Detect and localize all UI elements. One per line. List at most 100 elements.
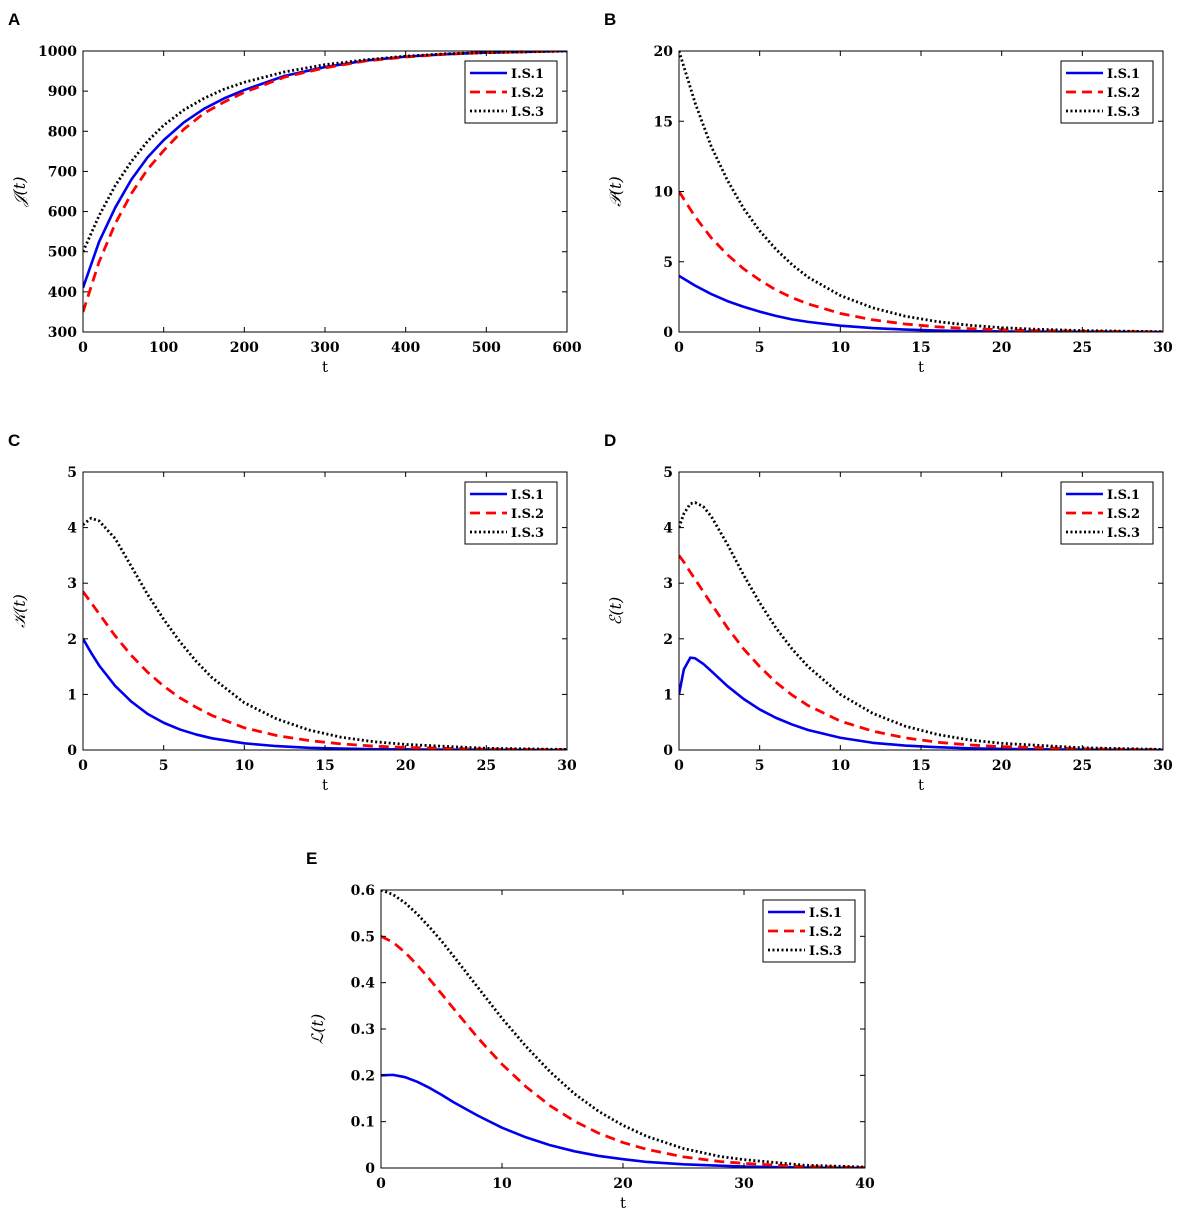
series-line-is2	[381, 935, 865, 1168]
y-tick-label: 300	[48, 325, 77, 341]
y-tick-label: 2	[67, 632, 77, 648]
x-tick-label: 10	[235, 758, 255, 774]
x-tick-label: 5	[159, 758, 169, 774]
x-tick-label: 10	[831, 340, 851, 356]
panel-e: E0 10 20 30 4000.10.20.30.40.50.6tℒ(t)I.S.1I…	[306, 849, 875, 1212]
y-tick-label: 1	[663, 687, 673, 703]
panel-letter: D	[604, 431, 616, 450]
legend: I.S.1 I.S.2 I.S.3	[762, 899, 856, 963]
y-tick-label: 500	[48, 245, 77, 261]
legend-label: I.S.3	[809, 944, 842, 959]
y-tick-label: 3	[67, 576, 77, 592]
y-tick-label: 0.5	[351, 929, 375, 945]
x-tick-label: 25	[1073, 340, 1092, 356]
y-tick-label: 400	[48, 285, 77, 301]
series-line-is1	[381, 1073, 865, 1168]
y-tick-label: 0	[663, 743, 673, 759]
legend-box	[1060, 60, 1154, 124]
x-tick-label: 30	[1153, 758, 1173, 774]
x-tick-label: 400	[391, 340, 420, 356]
x-axis-label: t	[918, 776, 924, 794]
x-tick-label: 20	[396, 758, 416, 774]
x-tick-label: 0	[78, 340, 88, 356]
x-tick-label: 20	[613, 1176, 633, 1192]
y-tick-label: 1	[67, 687, 77, 703]
legend-label: I.S.1	[1107, 67, 1140, 82]
legend-label: I.S.2	[511, 86, 544, 101]
panel-letter: A	[8, 10, 20, 29]
x-tick-label: 10	[492, 1176, 512, 1192]
panel-b: B0 5 10 15 20 25 3005101520t𝒫(t)I.S.1I.S.2I.S.…	[604, 10, 1173, 376]
x-axis-label: t	[918, 358, 924, 376]
x-axis-label: t	[322, 358, 328, 376]
x-tick-label: 5	[755, 758, 765, 774]
legend-label: I.S.3	[1107, 526, 1140, 541]
series-line-is3	[679, 51, 1163, 332]
y-tick-label: 5	[67, 465, 77, 481]
x-tick-label: 30	[734, 1176, 754, 1192]
legend-label: I.S.2	[809, 925, 842, 940]
x-tick-label: 15	[911, 340, 930, 356]
series-line-is1	[679, 656, 1163, 750]
panel-letter: E	[306, 849, 317, 868]
legend-box	[464, 481, 558, 545]
x-tick-label: 40	[855, 1176, 875, 1192]
panel-c: C 0 5 10 15 20 25 30 0 1 2 3 4 5 t 𝒦(t) I.S.1 I.S.2 I.S.3	[8, 431, 577, 794]
series-line-is3	[679, 501, 1163, 750]
y-axis-label: ℰ(t)	[606, 597, 625, 626]
series-line-is1	[83, 638, 567, 750]
panel-d: D 0 5 10 15 20 25 30 0 1 2 3 4 5 t ℰ(t) I.S.1 I.S.2 I.S.3	[604, 431, 1173, 794]
x-tick-label: 10	[831, 758, 851, 774]
y-tick-label: 0.1	[351, 1115, 375, 1131]
y-tick-label: 4	[67, 521, 77, 537]
legend-label: I.S.2	[1107, 507, 1140, 522]
x-tick-label: 25	[1073, 758, 1092, 774]
y-tick-label: 0	[365, 1161, 375, 1177]
y-tick-label: 800	[48, 124, 77, 140]
legend-box	[1060, 481, 1154, 545]
x-tick-label: 300	[310, 340, 339, 356]
x-tick-label: 500	[472, 340, 501, 356]
x-tick-label: 200	[230, 340, 259, 356]
legend-label: I.S.3	[1107, 105, 1140, 120]
panel-letter: C	[8, 431, 20, 450]
y-tick-label: 0.2	[351, 1068, 375, 1084]
y-tick-label: 3	[663, 576, 673, 592]
legend: I.S.1 I.S.2 I.S.3	[464, 481, 558, 545]
x-tick-label: 0	[674, 340, 684, 356]
panel-a: A 0 100 200 300 400 500 600 300 400 500 600 700 800 90…	[8, 10, 582, 376]
x-tick-label: 30	[1153, 340, 1173, 356]
legend: I.S.1 I.S.2 I.S.3	[1060, 481, 1154, 545]
legend-label: I.S.1	[1107, 488, 1140, 503]
series-line-is2	[679, 190, 1163, 332]
y-tick-label: 0	[67, 743, 77, 759]
legend-label: I.S.2	[511, 507, 544, 522]
y-tick-label: 4	[663, 521, 673, 537]
legend-label: I.S.1	[511, 488, 544, 503]
x-tick-label: 100	[149, 340, 178, 356]
x-tick-label: 0	[78, 758, 88, 774]
legend-box	[464, 60, 558, 124]
legend: I.S.1 I.S.2 I.S.3	[464, 60, 558, 124]
x-axis-label: t	[620, 1194, 626, 1212]
y-tick-label: 15	[654, 114, 673, 130]
legend-box	[762, 899, 856, 963]
x-tick-label: 30	[557, 758, 577, 774]
x-tick-label: 25	[477, 758, 496, 774]
x-axis-label: t	[322, 776, 328, 794]
y-tick-label: 0.3	[351, 1022, 375, 1038]
x-tick-label: 15	[315, 758, 334, 774]
legend-label: I.S.3	[511, 526, 544, 541]
series-line-is2	[83, 590, 567, 750]
y-tick-label: 10	[654, 185, 674, 201]
y-axis-label: 𝒫(t)	[606, 176, 625, 206]
x-tick-label: 5	[755, 340, 765, 356]
legend-label: I.S.2	[1107, 86, 1140, 101]
y-tick-label: 0.6	[351, 883, 375, 899]
series-line-is3	[381, 890, 865, 1168]
legend-label: I.S.3	[511, 105, 544, 120]
y-tick-label: 700	[48, 164, 77, 180]
legend-label: I.S.1	[511, 67, 544, 82]
y-tick-label: 5	[663, 465, 673, 481]
